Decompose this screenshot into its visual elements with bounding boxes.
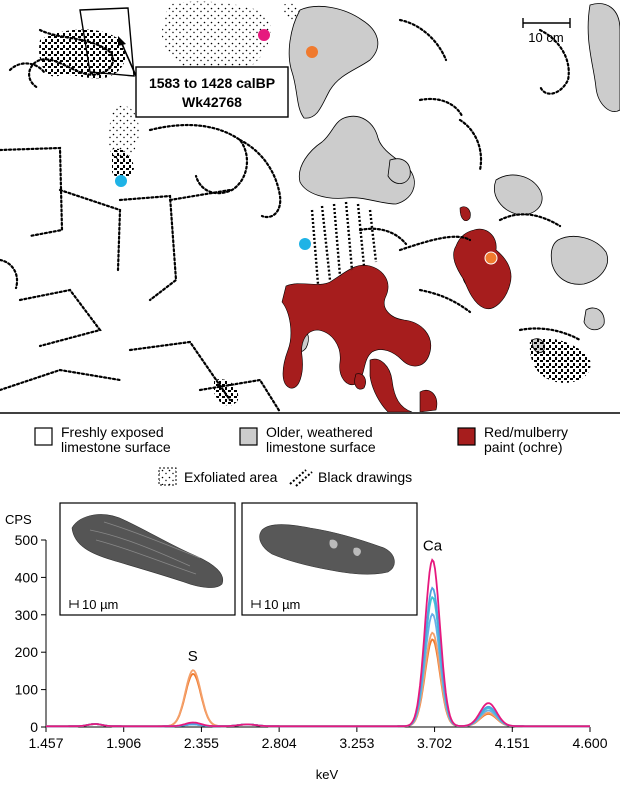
inset-right-scale: 10 µm (264, 597, 300, 612)
legend-red-line2: paint (ochre) (484, 439, 563, 455)
x-tick-label: 1.906 (106, 735, 141, 751)
y-tick-label: 0 (30, 719, 38, 735)
legend-fresh-line1: Freshly exposed (61, 424, 164, 440)
x-tick-label: 2.355 (184, 735, 219, 751)
sample-dot-orange-right (484, 251, 498, 265)
legend-older-line1: Older, weathered (266, 424, 373, 440)
y-tick-label: 300 (15, 607, 39, 623)
x-axis-title: keV (316, 767, 339, 782)
spectrum-line (46, 638, 590, 728)
callout-sample-id: Wk42768 (182, 94, 242, 110)
peak-label: S (188, 648, 198, 665)
x-ticks: 1.457 1.906 2.355 2.804 3.253 3.702 4.151 4.600 (28, 727, 608, 751)
x-tick-label: 2.804 (262, 735, 297, 751)
black-drawings-dense (39, 29, 591, 406)
spectrum-line (46, 595, 590, 728)
x-tick-label: 4.600 (572, 735, 607, 751)
spectrum-line (46, 612, 590, 728)
x-tick-label: 3.253 (339, 735, 374, 751)
y-tick-label: 400 (15, 569, 39, 585)
y-ticks: 0 100 200 300 400 500 (15, 532, 46, 735)
particle-image-right (259, 524, 395, 575)
rock-art-map: 1583 to 1428 calBP Wk42768 10 cm (0, 1, 620, 412)
particle-image-left (71, 514, 224, 588)
y-axis-title: CPS (5, 512, 32, 527)
legend-fresh-line2: limestone surface (61, 439, 171, 455)
legend-exfoliated: Exfoliated area (158, 467, 278, 486)
y-tick-label: 200 (15, 644, 39, 660)
sample-dot-cyan-middle (299, 238, 311, 250)
black-drawings-stripes (310, 201, 378, 285)
sem-inset-right: 10 µm (241, 502, 418, 616)
legend-black-label: Black drawings (318, 469, 412, 485)
legend-red-line1: Red/mulberry (484, 424, 568, 440)
legend-exfoliated-label: Exfoliated area (184, 469, 278, 485)
spectrum-line (46, 631, 590, 728)
x-tick-label: 3.702 (417, 735, 452, 751)
peak-label: Ca (423, 538, 443, 555)
legend-older-surface: Older, weathered limestone surface (239, 424, 376, 455)
spectrum-line (46, 558, 590, 728)
y-tick-label: 500 (15, 532, 39, 548)
legend-black-drawings: Black drawings (289, 469, 412, 487)
map-scale-bar: 10 cm (522, 18, 571, 45)
exfoliated-area-small (282, 3, 302, 21)
sample-dot-orange-top (306, 46, 318, 58)
inset-left-scale: 10 µm (82, 597, 118, 612)
legend-red-paint: Red/mulberry paint (ochre) (457, 424, 568, 455)
x-tick-label: 1.457 (28, 735, 63, 751)
x-tick-label: 4.151 (495, 735, 530, 751)
exfoliated-area-left (108, 105, 139, 162)
series-lines (46, 558, 590, 728)
legend: Freshly exposed limestone surface Older,… (34, 424, 568, 487)
y-tick-label: 100 (15, 682, 39, 698)
date-callout: 1583 to 1428 calBP Wk42768 (79, 7, 289, 118)
callout-date: 1583 to 1428 calBP (149, 75, 275, 91)
peak-annotations: S Ca (188, 538, 443, 665)
sample-dot-cyan-left (115, 175, 127, 187)
map-scale-label: 10 cm (528, 30, 563, 45)
black-drawings (0, 18, 582, 412)
red-ochre-paint (281, 206, 512, 412)
sample-dot-magenta (258, 29, 270, 41)
sem-inset-left: 10 µm (59, 502, 236, 616)
legend-older-line2: limestone surface (266, 439, 376, 455)
legend-fresh-surface: Freshly exposed limestone surface (34, 424, 171, 455)
exfoliated-area-top (161, 1, 271, 77)
xrf-spectrum-chart: CPS keV 0 100 200 300 400 500 1.457 1.906 2.355… (5, 502, 608, 782)
